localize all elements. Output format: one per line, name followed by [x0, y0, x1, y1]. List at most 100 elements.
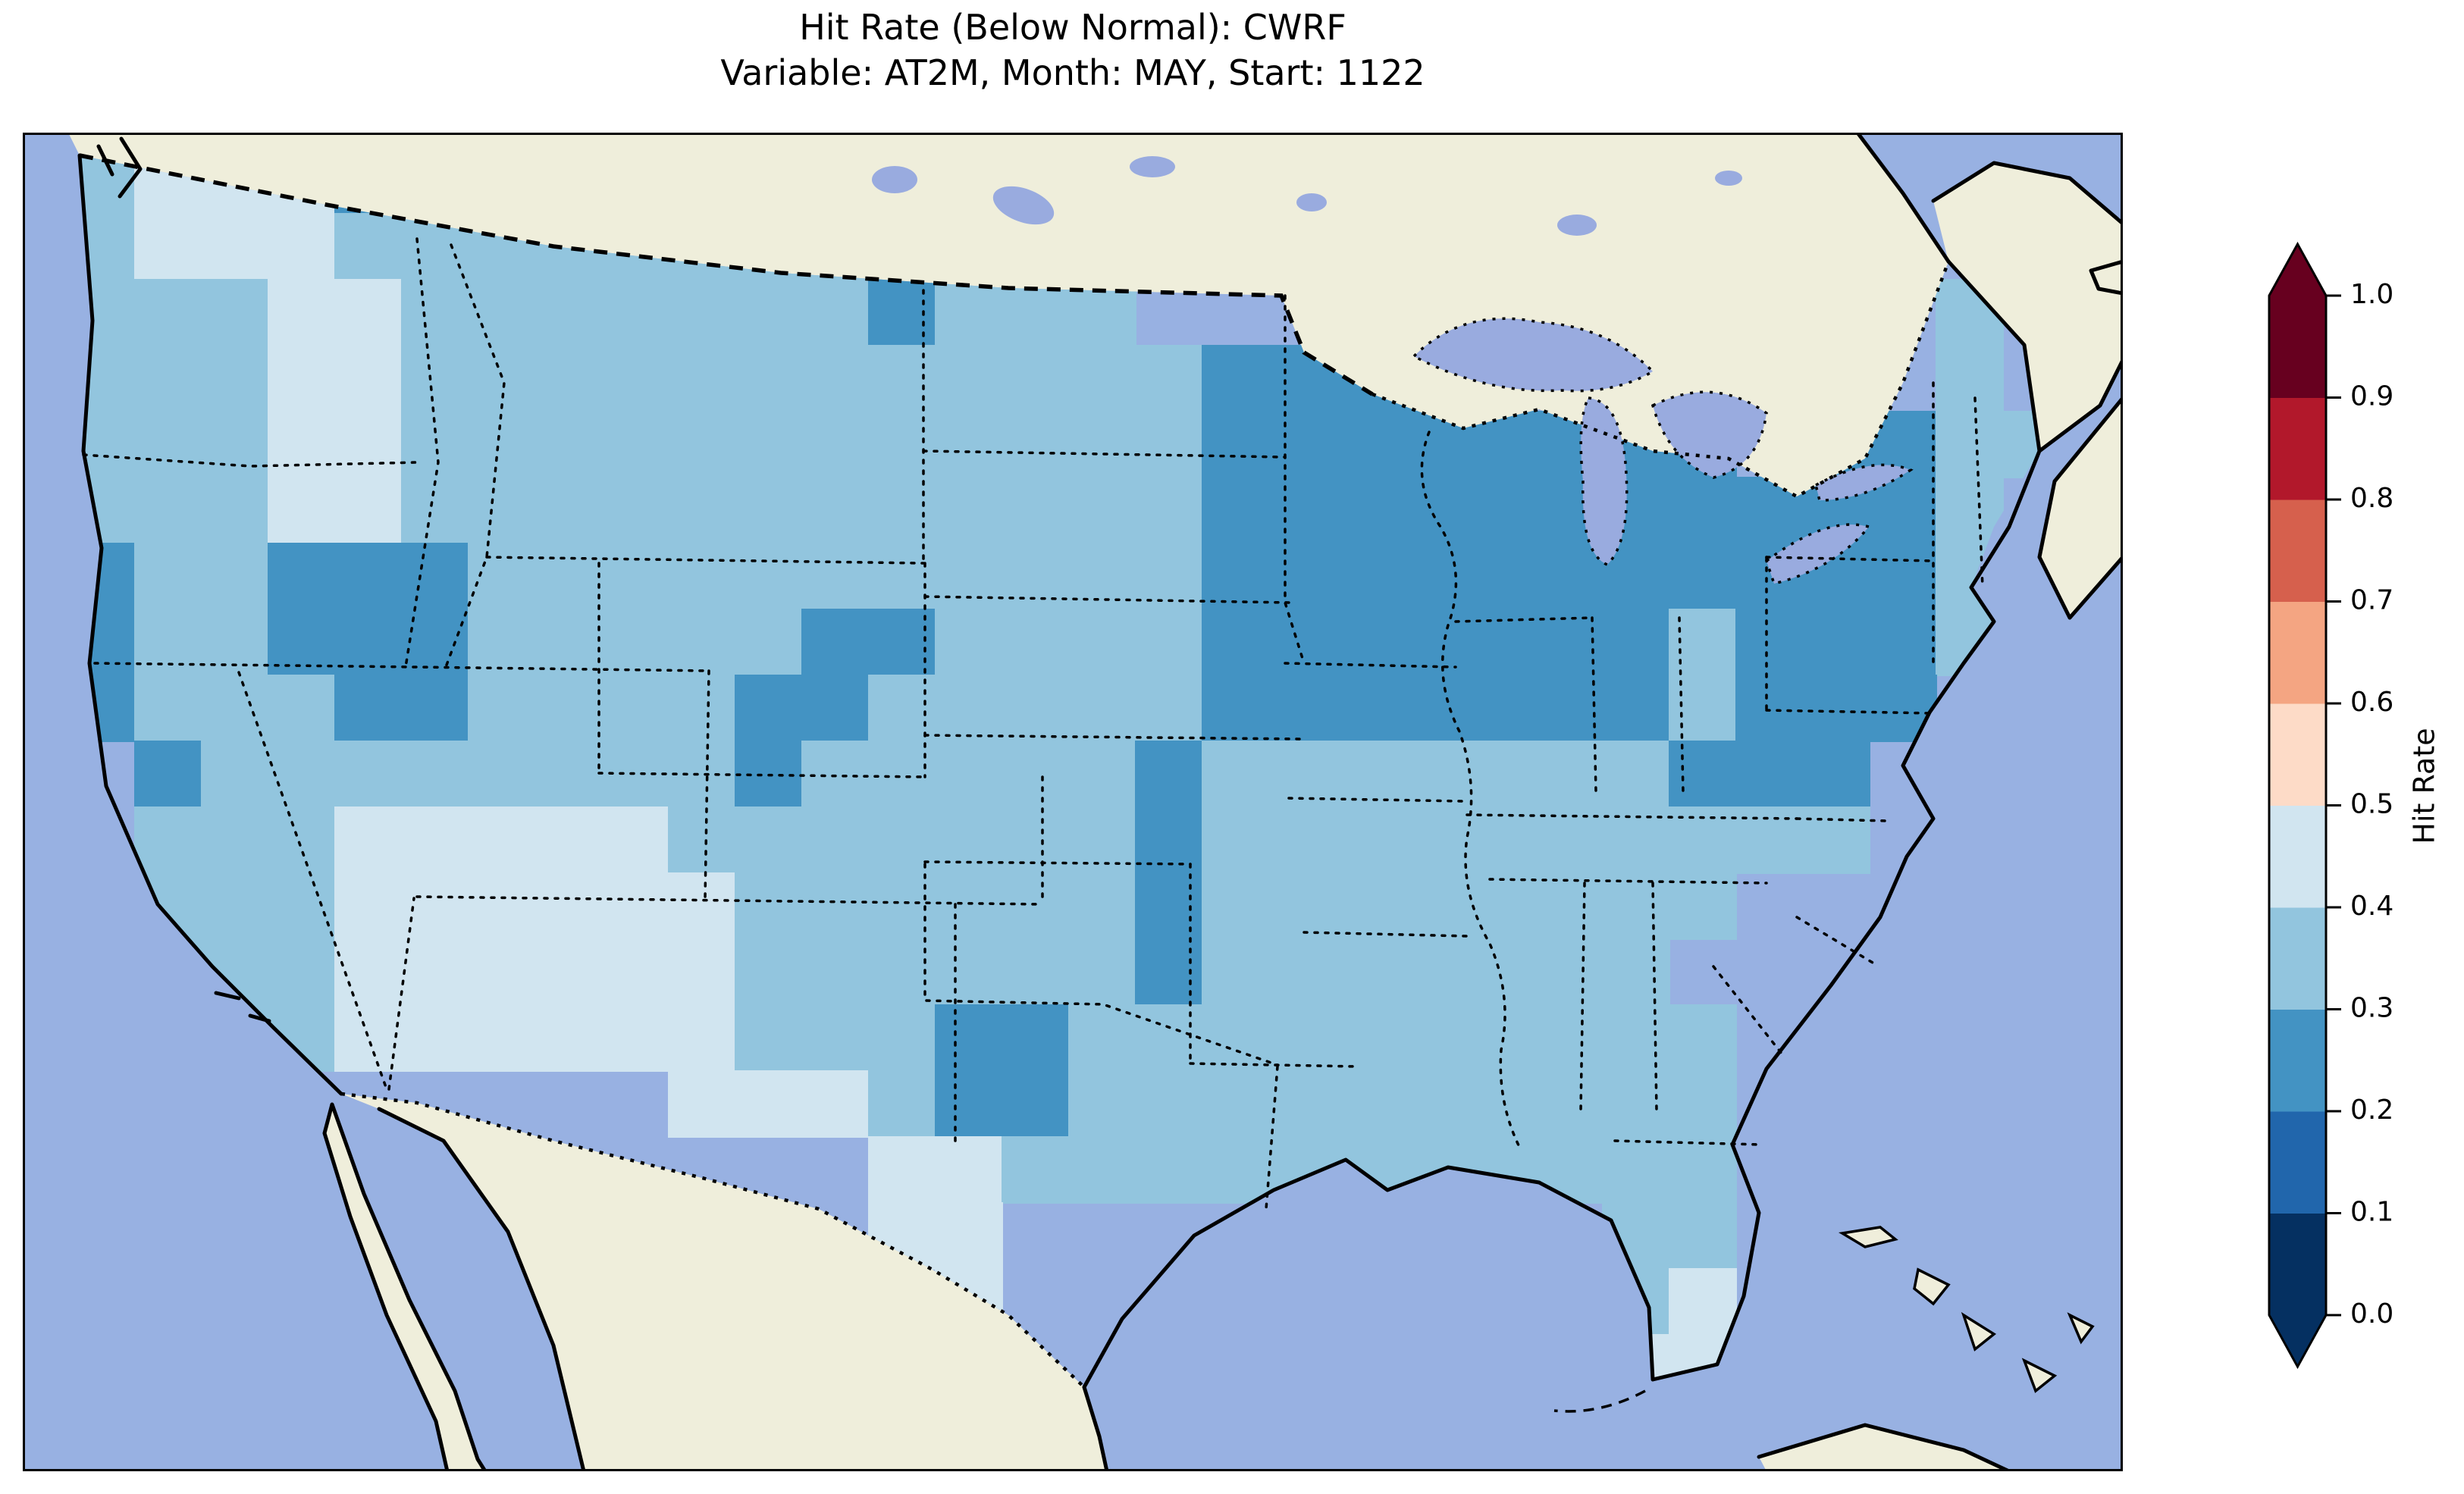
hit-rate-cell: [1135, 477, 1203, 544]
hit-rate-cell: [401, 872, 469, 940]
hit-rate-cell: [134, 411, 202, 478]
hit-rate-cell: [601, 477, 669, 544]
hit-rate-cell: [935, 1202, 1003, 1270]
st-lawrence-shoreline: [1855, 133, 1951, 264]
hit-rate-cell: [801, 807, 870, 874]
hit-rate-cell: [1002, 1070, 1070, 1138]
hit-rate-cell: [401, 741, 469, 808]
hit-rate-cell: [801, 609, 870, 676]
hit-rate-cell: [401, 345, 469, 412]
lake-superior: [1412, 317, 1655, 393]
colorbar-tick-label: 0.3: [2350, 993, 2393, 1024]
hit-rate-cell: [468, 477, 536, 544]
country-borders: [79, 153, 1951, 1389]
hit-rate-cell: [1335, 1004, 1403, 1072]
colorbar-svg: 1.0 0.9 0.8 0.7 0.6 0.5 0.4 0.3 0.2 0.1 0.0 Hit Ra…: [2268, 241, 2441, 1370]
hit-rate-cell: [1469, 609, 1537, 676]
colorbar-tick-label: 0.0: [2350, 1298, 2393, 1330]
great-lakes: [1412, 317, 1914, 586]
hit-rate-cell: [1068, 477, 1136, 544]
hit-rate-cell: [534, 872, 603, 940]
hit-rate-cell: [201, 213, 269, 280]
hit-rate-cell: [868, 345, 936, 412]
colorbar-tick-label: 0.9: [2350, 381, 2393, 412]
hit-rate-cell: [1402, 477, 1470, 544]
colorbar-tick-label: 0.4: [2350, 891, 2393, 922]
hit-rate-cell: [268, 477, 336, 544]
hit-rate-cell: [1535, 741, 1603, 808]
canada-lakes: [872, 156, 1742, 236]
hit-rate-cell: [1135, 345, 1203, 412]
hit-rate-cell: [1869, 477, 1937, 544]
mexico-west-coastline: [377, 1107, 1109, 1471]
hit-rate-cell: [801, 872, 870, 940]
hit-rate-cell: [1202, 675, 1270, 742]
hit-rate-cell: [801, 741, 870, 808]
colorbar-tick-label: 0.7: [2350, 585, 2393, 616]
hit-rate-cell: [1068, 938, 1136, 1006]
hit-rate-cell: [134, 609, 202, 676]
hit-rate-cell: [1402, 807, 1470, 874]
hit-rate-cell: [1135, 609, 1203, 676]
hit-rate-cell: [801, 543, 870, 610]
hit-rate-cell: [334, 279, 403, 346]
colorbar-tick-label: 0.6: [2350, 687, 2393, 718]
hit-rate-cell: [935, 938, 1003, 1006]
hit-rate-cell: [1669, 741, 1737, 808]
hit-rate-cell: [1335, 543, 1403, 610]
hit-rate-cell: [935, 279, 1003, 346]
hit-rate-cell: [1202, 741, 1270, 808]
hit-rate-cell: [801, 1070, 870, 1138]
hit-rate-cell: [334, 872, 403, 940]
hit-rate-cell: [935, 741, 1003, 808]
hit-rate-cell: [534, 741, 603, 808]
hit-rate-cell: [468, 741, 536, 808]
hit-rate-cell: [401, 543, 469, 610]
hit-rate-cell: [201, 675, 269, 742]
hit-rate-cell: [1669, 675, 1737, 742]
colorbar-segments: [2269, 244, 2326, 1367]
hit-rate-cell: [1268, 675, 1337, 742]
hit-rate-cell: [1135, 938, 1203, 1006]
hit-rate-cell: [80, 411, 136, 478]
hit-rate-cell: [935, 1136, 1003, 1204]
hit-rate-cell: [534, 1004, 603, 1072]
hit-rate-cell: [334, 345, 403, 412]
lake-michigan: [1579, 396, 1629, 567]
hit-rate-cell: [268, 675, 336, 742]
lake-ontario: [1814, 463, 1914, 502]
hit-rate-cell: [1602, 1136, 1670, 1204]
hit-rate-cell: [534, 938, 603, 1006]
lake-huron: [1651, 390, 1768, 479]
hit-rate-cell: [334, 609, 403, 676]
hit-rate-cell: [1002, 543, 1070, 610]
hit-rate-cell: [1135, 1136, 1203, 1204]
hit-rate-cell: [1802, 741, 1870, 808]
hit-rate-cell: [1268, 411, 1337, 478]
hit-rate-cell: [1535, 872, 1603, 940]
hit-rate-cell: [668, 938, 736, 1006]
hit-rate-cell: [534, 345, 603, 412]
hit-rate-cell: [735, 345, 803, 412]
hit-rate-cell: [468, 609, 536, 676]
hit-rate-cell: [334, 543, 403, 610]
hit-rate-cell: [1268, 477, 1337, 544]
colorbar-tick-label: 0.5: [2350, 789, 2393, 820]
hit-rate-cell: [668, 675, 736, 742]
hit-rate-cell: [1135, 741, 1203, 808]
hit-rate-cell: [468, 279, 536, 346]
hit-rate-cell: [534, 807, 603, 874]
bahamas-island: [1913, 1267, 1951, 1306]
chart-title-line2: Variable: AT2M, Month: MAY, Start: 1122: [720, 52, 1425, 93]
hit-rate-cell: [334, 411, 403, 478]
hit-rate-cell: [1669, 1004, 1737, 1072]
hit-rate-cell: [468, 675, 536, 742]
hit-rate-cell: [1202, 609, 1270, 676]
vancouver-island-coastline: [96, 136, 143, 199]
hit-rate-cell: [1669, 1202, 1737, 1270]
land-group: [23, 133, 2123, 1471]
hit-rate-cell: [601, 609, 669, 676]
hit-rate-cell: [468, 938, 536, 1006]
hit-rate-cell: [735, 675, 803, 742]
hit-rate-cell: [601, 345, 669, 412]
